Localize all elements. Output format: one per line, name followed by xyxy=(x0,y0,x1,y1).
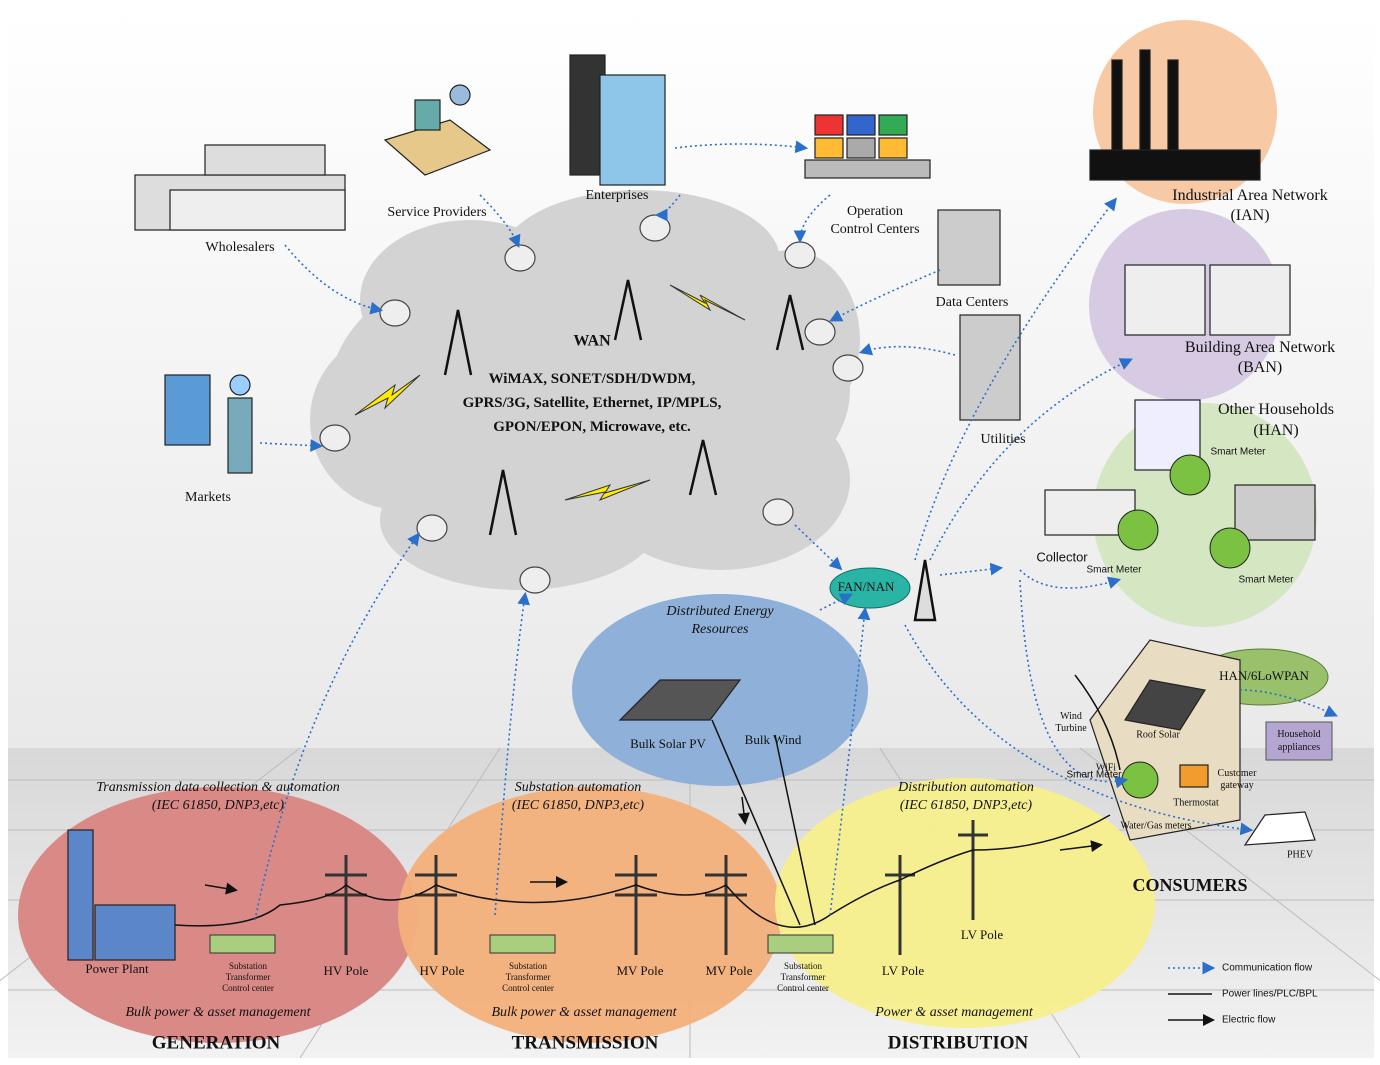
asset-label-line: LV Pole xyxy=(882,963,924,978)
area-network-label-line: (HAN) xyxy=(1253,422,1298,439)
asset-label-line: Substation xyxy=(784,961,823,971)
area-network-label-line: Building Area Network xyxy=(1185,339,1335,356)
node-label-line: Utilities xyxy=(980,432,1025,447)
asset-label: HV Pole xyxy=(420,963,465,978)
wan-technologies-line: WiMAX, SONET/SDH/DWDM, xyxy=(489,371,696,387)
automation-label-line: (IEC 61850, DNP3,etc) xyxy=(152,798,285,813)
automation-label-line: Transmission data collection & automatio… xyxy=(96,780,339,795)
asset-label-line: Control center xyxy=(502,983,554,993)
automation-label-line: Substation automation xyxy=(515,780,641,795)
area-network-label-line: Industrial Area Network xyxy=(1172,187,1328,204)
consumer-label-line: Customer xyxy=(1218,768,1258,779)
area-network-label-line: (IAN) xyxy=(1230,207,1269,224)
node-label-line: Control Centers xyxy=(830,222,919,237)
node-label-line: Wholesalers xyxy=(205,240,274,255)
node-label: Data Centers xyxy=(936,295,1009,310)
automation-label-line: (IEC 61850, DNP3,etc) xyxy=(512,798,645,813)
asset-label-line: Power Plant xyxy=(85,961,149,976)
han-label: HAN/6LoWPAN xyxy=(1219,668,1309,683)
asset-label: LV Pole xyxy=(882,963,924,978)
node-label: Service Providers xyxy=(387,205,486,220)
node-label-line: Data Centers xyxy=(936,295,1009,310)
automation-label-line: Distribution automation xyxy=(897,780,1034,795)
consumer-label: Thermostat xyxy=(1173,797,1219,808)
collector-label: Collector xyxy=(1036,549,1088,564)
asset-label-line: Substation xyxy=(229,961,268,971)
legend-label: Power lines/PLC/BPL xyxy=(1222,989,1318,1000)
asset-label: SubstationTransformerControl center xyxy=(777,961,829,993)
automation-label-line: (IEC 61850, DNP3,etc) xyxy=(900,798,1033,813)
node-label: Enterprises xyxy=(586,188,649,203)
asset-label: Power Plant xyxy=(85,961,149,976)
asset-label: MV Pole xyxy=(616,963,663,978)
asset-label-line: Control center xyxy=(222,983,274,993)
asset-label-line: HV Pole xyxy=(420,963,465,978)
asset-label: HV Pole xyxy=(324,963,369,978)
consumer-label: Roof Solar xyxy=(1136,729,1180,740)
der-title-line: Distributed Energy xyxy=(665,604,774,619)
management-label: Bulk power & asset management xyxy=(491,1005,677,1020)
asset-label-line: Transformer xyxy=(506,972,551,982)
node-label-line: Markets xyxy=(185,490,231,505)
management-label: Power & asset management xyxy=(874,1005,1034,1020)
node-label-line: Operation xyxy=(847,204,903,219)
appliances-label-line: Household xyxy=(1277,729,1320,740)
zone-title: DISTRIBUTION xyxy=(888,1032,1029,1053)
wan-title: WAN xyxy=(573,333,611,350)
smart-meter-label: Smart Meter xyxy=(1210,447,1266,458)
smart-grid-diagram: WAN WiMAX, SONET/SDH/DWDM, GPRS/3G, Satell… xyxy=(0,0,1380,1065)
consumer-label: Smart Meter xyxy=(1066,770,1122,781)
area-network-label-line: (BAN) xyxy=(1238,359,1282,376)
legend-label: Electric flow xyxy=(1222,1015,1276,1026)
asset-label: MV Pole xyxy=(705,963,752,978)
consumer-label-line: gateway xyxy=(1220,780,1253,791)
der-label: Bulk Solar PV xyxy=(630,736,706,751)
legend-label: Communication flow xyxy=(1222,963,1313,974)
node-label-line: Enterprises xyxy=(586,188,649,203)
wan-technologies: WiMAX, SONET/SDH/DWDM, GPRS/3G, Satellite… xyxy=(463,371,722,435)
zone-title: TRANSMISSION xyxy=(512,1032,659,1053)
asset-label-line: HV Pole xyxy=(324,963,369,978)
asset-label-line: MV Pole xyxy=(616,963,663,978)
node-label: Wholesalers xyxy=(205,240,274,255)
management-label: Bulk power & asset management xyxy=(125,1005,311,1020)
wan-technologies-line: GPRS/3G, Satellite, Ethernet, IP/MPLS, xyxy=(463,395,722,411)
asset-label-line: LV Pole xyxy=(961,927,1003,942)
smart-meter-label: Smart Meter xyxy=(1086,565,1142,576)
asset-label-line: Control center xyxy=(777,983,829,993)
zone-title: GENERATION xyxy=(152,1032,281,1053)
node-label: Markets xyxy=(185,490,231,505)
der-title-line: Resources xyxy=(690,622,749,637)
consumer-label: PHEV xyxy=(1287,849,1314,860)
consumer-label-line: Wind xyxy=(1060,711,1082,722)
consumers-title: CONSUMERS xyxy=(1132,875,1247,895)
node-label: Utilities xyxy=(980,432,1025,447)
node-label-line: Service Providers xyxy=(387,205,486,220)
appliances-box xyxy=(1266,722,1332,760)
smart-meter-label: Smart Meter xyxy=(1238,575,1294,586)
appliances-label-line: appliances xyxy=(1278,742,1320,753)
fan-nan-label: FAN/NAN xyxy=(838,579,895,594)
asset-label-line: Substation xyxy=(509,961,548,971)
consumer-label-line: Turbine xyxy=(1055,723,1087,734)
consumer-label: Water/Gas meters xyxy=(1120,820,1191,831)
asset-label: LV Pole xyxy=(961,927,1003,942)
area-network-label-line: Other Households xyxy=(1218,401,1334,418)
asset-label-line: Transformer xyxy=(781,972,826,982)
asset-label-line: Transformer xyxy=(226,972,271,982)
wan-technologies-line: GPON/EPON, Microwave, etc. xyxy=(493,419,691,435)
asset-label-line: MV Pole xyxy=(705,963,752,978)
der-label: Bulk Wind xyxy=(745,732,802,747)
